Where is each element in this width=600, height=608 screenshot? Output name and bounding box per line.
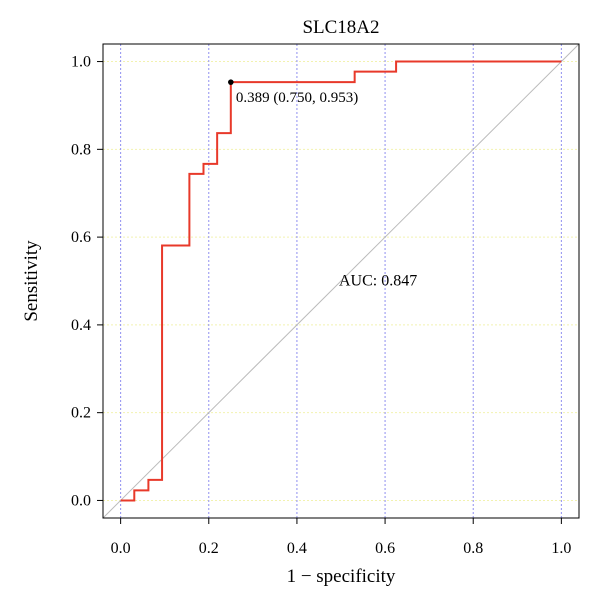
x-tick-label: 0.2 xyxy=(199,540,219,557)
plot-frame xyxy=(102,43,580,519)
y-tick-label: 0.6 xyxy=(71,229,91,246)
x-tick-label: 0.0 xyxy=(111,540,131,557)
x-tick-label: 0.6 xyxy=(375,540,395,557)
roc-curve xyxy=(120,60,562,502)
diagonal-line xyxy=(102,43,580,519)
y-tick-label: 0.0 xyxy=(71,492,91,509)
y-axis-ticks: 0.0 0.2 0.4 0.6 0.8 1.0 xyxy=(71,54,103,509)
threshold-point xyxy=(228,79,234,85)
y-tick-label: 0.8 xyxy=(71,141,91,158)
chart-title: SLC18A2 xyxy=(302,17,379,38)
x-tick-label: 1.0 xyxy=(551,540,571,557)
x-tick-label: 0.8 xyxy=(463,540,483,557)
roc-series xyxy=(120,60,562,502)
auc-label: AUC: 0.847 xyxy=(339,272,417,289)
threshold-label: 0.389 (0.750, 0.953) xyxy=(236,90,359,106)
y-tick-label: 0.2 xyxy=(71,405,91,422)
x-axis-ticks: 0.0 0.2 0.4 0.6 0.8 1.0 xyxy=(111,518,571,557)
grid-lines xyxy=(103,44,579,518)
y-axis-title: Sensitivity xyxy=(21,240,42,322)
y-tick-label: 1.0 xyxy=(71,54,91,71)
y-tick-label: 0.4 xyxy=(71,317,91,334)
x-axis-title: 1 − specificity xyxy=(287,566,396,587)
x-tick-label: 0.4 xyxy=(287,540,307,557)
reference-diagonal xyxy=(102,43,580,519)
